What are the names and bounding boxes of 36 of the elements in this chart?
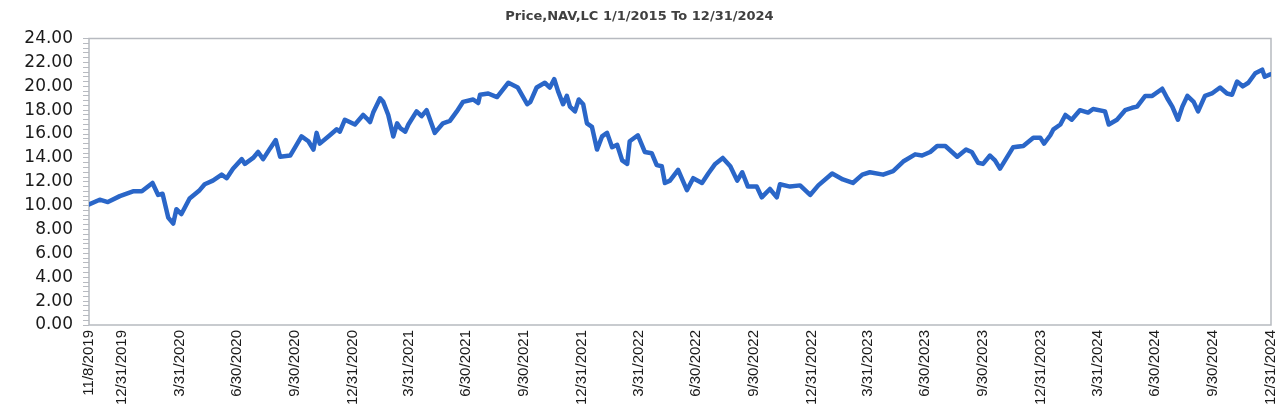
x-tick-label: 6/30/2021	[456, 330, 474, 397]
x-tick-label: 3/31/2021	[399, 330, 417, 397]
x-tick-label: 12/31/2023	[1031, 330, 1049, 406]
x-tick-label: 6/30/2023	[915, 330, 933, 397]
x-tick-label: 9/30/2023	[973, 330, 991, 397]
x-tick-label: 12/31/2020	[342, 330, 360, 406]
x-tick-label: 12/31/2019	[112, 330, 130, 406]
y-tick-label: 10.00	[24, 194, 73, 215]
y-tick-label: 16.00	[24, 122, 73, 143]
y-tick-label: 12.00	[24, 170, 73, 191]
y-tick-label: 24.00	[24, 27, 73, 48]
x-tick-label: 9/30/2024	[1203, 330, 1221, 397]
y-tick-label: 18.00	[24, 98, 73, 119]
x-tick-label: 12/31/2021	[572, 330, 590, 406]
x-tick-label: 12/31/2022	[801, 330, 819, 406]
x-tick-label: 6/30/2020	[226, 330, 244, 397]
x-tick-label: 3/31/2020	[169, 330, 187, 397]
x-tick-label: 3/31/2023	[858, 330, 876, 397]
x-tick-label: 6/30/2024	[1145, 330, 1163, 397]
y-tick-label: 20.00	[24, 74, 73, 95]
x-tick-label: 6/30/2022	[685, 330, 703, 397]
x-tick-label: 9/30/2022	[743, 330, 761, 397]
x-tick-label: 3/31/2024	[1088, 330, 1106, 397]
y-tick-label: 0.00	[35, 313, 73, 334]
chart-title: Price,NAV,LC 1/1/2015 To 12/31/2024	[505, 8, 774, 24]
x-tick-label: 11/8/2019	[79, 330, 97, 396]
y-tick-label: 22.00	[24, 50, 73, 71]
y-tick-label: 14.00	[24, 146, 73, 167]
y-tick-label: 8.00	[35, 217, 73, 238]
x-tick-label: 12/31/2024	[1261, 330, 1279, 406]
x-tick-label: 3/31/2022	[628, 330, 646, 397]
x-tick-label: 9/30/2021	[514, 330, 532, 397]
y-tick-label: 2.00	[35, 289, 73, 310]
x-tick-label: 9/30/2020	[284, 330, 302, 397]
y-tick-label: 6.00	[35, 241, 73, 262]
y-tick-label: 4.00	[35, 265, 73, 286]
